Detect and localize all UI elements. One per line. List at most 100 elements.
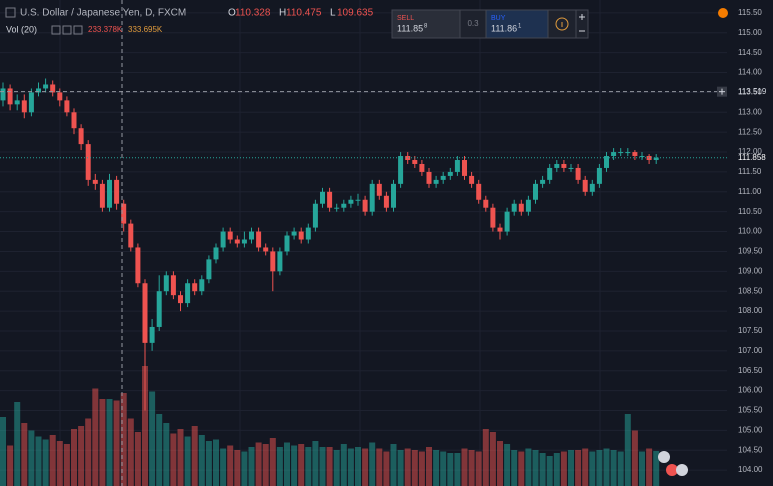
volume-pane bbox=[0, 366, 660, 486]
volume-bar bbox=[418, 451, 425, 486]
candle-body bbox=[504, 211, 510, 232]
volume-bar bbox=[411, 450, 418, 486]
candle-body bbox=[554, 163, 560, 168]
ohlc-readout: O 110.328 H 110.475 L 109.635 bbox=[228, 8, 374, 19]
vol-icon[interactable] bbox=[62, 25, 72, 35]
ohlc-letter: O bbox=[228, 8, 236, 19]
candle-body bbox=[206, 259, 212, 280]
candle-body bbox=[149, 326, 155, 343]
volume-bar bbox=[113, 400, 120, 486]
event-icon[interactable] bbox=[666, 464, 678, 476]
candle-body bbox=[497, 227, 503, 232]
candle-body bbox=[14, 100, 20, 105]
volume-bar bbox=[63, 444, 70, 486]
candle-body bbox=[64, 100, 70, 113]
volume-bar bbox=[227, 445, 234, 486]
candle-body bbox=[362, 199, 368, 212]
volume-bar bbox=[191, 426, 198, 486]
buy-button[interactable] bbox=[485, 9, 549, 39]
header: U.S. Dollar / Japanese Yen, D, FXCM O 110… bbox=[5, 7, 374, 35]
candle-body bbox=[28, 92, 34, 113]
volume-bar bbox=[440, 451, 447, 486]
volume-bar bbox=[624, 414, 631, 486]
y-tick-label: 113.50 bbox=[738, 88, 762, 97]
sell-button[interactable] bbox=[391, 9, 461, 39]
candle-body bbox=[121, 203, 127, 224]
y-tick-label: 108.50 bbox=[738, 286, 763, 295]
candle-body bbox=[447, 171, 453, 176]
volume-bar bbox=[426, 447, 432, 486]
volume-bar bbox=[383, 451, 390, 486]
collapse-icon[interactable] bbox=[5, 7, 16, 18]
candle-body bbox=[178, 295, 183, 304]
volume-bar bbox=[177, 429, 184, 486]
vol-icon[interactable] bbox=[73, 25, 83, 35]
candle-body bbox=[426, 171, 432, 184]
volume-bar bbox=[525, 448, 532, 486]
volume-bar bbox=[404, 448, 411, 486]
price-axis bbox=[727, 0, 773, 486]
volume-bar bbox=[447, 453, 454, 486]
volume-bar bbox=[333, 450, 340, 486]
event-icon[interactable] bbox=[658, 451, 670, 463]
spread: 0.3 bbox=[467, 19, 479, 28]
buy-sup: 1 bbox=[518, 24, 522, 30]
candle-body bbox=[92, 179, 98, 184]
volume-bar bbox=[340, 444, 347, 486]
volume-bar bbox=[376, 448, 383, 486]
vol-icon[interactable] bbox=[51, 25, 61, 35]
volume-bar bbox=[433, 450, 440, 486]
volume-bar bbox=[28, 430, 35, 486]
volume-bar bbox=[184, 436, 191, 486]
candle-body bbox=[604, 156, 609, 168]
volume-bar bbox=[646, 448, 653, 486]
sell-sup: 8 bbox=[424, 24, 428, 30]
candle-body bbox=[334, 207, 340, 209]
candle-body bbox=[653, 157, 659, 161]
candle-body bbox=[632, 152, 638, 157]
volume-bar bbox=[142, 366, 148, 486]
candle-body bbox=[99, 183, 105, 208]
y-tick-label: 106.50 bbox=[738, 366, 763, 375]
volume-bar bbox=[468, 450, 475, 486]
candle-body bbox=[213, 247, 219, 260]
volume-bar bbox=[149, 391, 156, 486]
y-tick-label: 105.50 bbox=[738, 406, 763, 415]
volume-bar bbox=[35, 436, 42, 486]
sell-price: 111.85 bbox=[397, 23, 423, 33]
y-tick-label: 105.00 bbox=[738, 425, 763, 434]
event-icon[interactable] bbox=[676, 464, 688, 476]
candle-body bbox=[50, 84, 56, 93]
price-axis-labels: 104.00 104.50 105.00 105.50 106.00 106.50 107.… bbox=[738, 8, 767, 474]
candle-body bbox=[547, 167, 553, 180]
candle-body bbox=[7, 88, 13, 105]
candle-body bbox=[163, 275, 169, 292]
candle-body bbox=[454, 160, 460, 172]
volume-bar bbox=[127, 418, 134, 486]
buy-label: BUY bbox=[491, 15, 506, 22]
candle-body bbox=[476, 183, 482, 200]
candle-body bbox=[639, 156, 645, 158]
symbol-title: U.S. Dollar / Japanese Yen, D, FXCM bbox=[20, 8, 186, 19]
candle-body bbox=[348, 199, 354, 204]
candle-body bbox=[284, 235, 290, 252]
y-tick-label: 104.50 bbox=[738, 445, 763, 454]
volume-bar bbox=[156, 414, 163, 486]
alert-icon[interactable] bbox=[718, 8, 728, 18]
volume-bar bbox=[78, 426, 85, 486]
candle-body bbox=[128, 223, 134, 248]
y-tick-label: 111.00 bbox=[738, 187, 762, 196]
volume-bar bbox=[42, 439, 49, 486]
volume-bar bbox=[489, 432, 496, 486]
volume-bar bbox=[475, 451, 482, 486]
y-tick-label: 104.00 bbox=[738, 465, 763, 474]
candles bbox=[0, 78, 659, 411]
volume-bar bbox=[553, 453, 560, 486]
y-tick-label: 107.00 bbox=[738, 346, 763, 355]
y-tick-label: 112.50 bbox=[738, 127, 762, 136]
sell-label: SELL bbox=[397, 15, 414, 22]
y-tick-label: 110.00 bbox=[738, 227, 762, 236]
candle-body bbox=[57, 92, 63, 101]
info-icon[interactable] bbox=[555, 17, 569, 31]
candle-body bbox=[312, 203, 318, 228]
